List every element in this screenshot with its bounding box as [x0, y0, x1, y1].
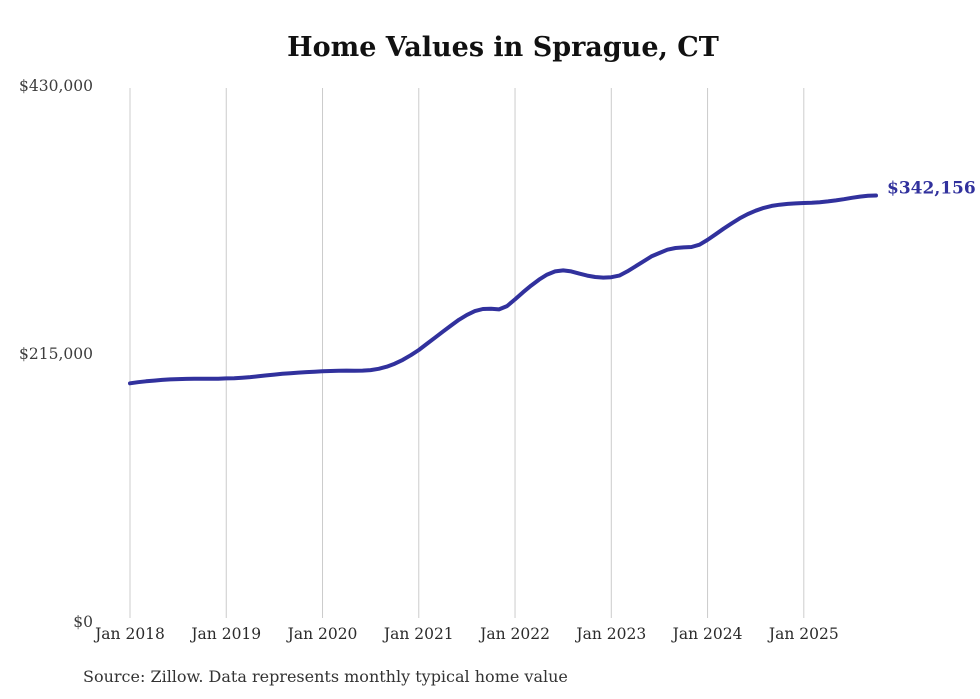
x-tick-label: Jan 2022 [478, 625, 550, 643]
x-tick-label: Jan 2020 [286, 625, 358, 643]
chart-title: Home Values in Sprague, CT [287, 32, 719, 63]
y-tick-label: $215,000 [19, 345, 93, 363]
x-tick-label: Jan 2021 [382, 625, 454, 643]
y-axis-labels: $0 $215,000 $430,000 [19, 77, 93, 631]
source-note: Source: Zillow. Data represents monthly … [83, 667, 568, 686]
y-tick-label: $430,000 [19, 77, 93, 95]
x-tick-label: Jan 2025 [767, 625, 839, 643]
latest-value-label: $342,156 [887, 178, 976, 198]
x-tick-label: Jan 2019 [189, 625, 261, 643]
y-tick-label: $0 [73, 613, 93, 631]
x-tick-label: Jan 2018 [93, 625, 165, 643]
x-tick-label: Jan 2024 [671, 625, 743, 643]
home-value-line [128, 193, 878, 386]
x-axis-labels: Jan 2018 Jan 2019 Jan 2020 Jan 2021 Jan 2022… [93, 625, 839, 643]
year-gridlines [129, 88, 805, 618]
x-tick-label: Jan 2023 [574, 625, 646, 643]
